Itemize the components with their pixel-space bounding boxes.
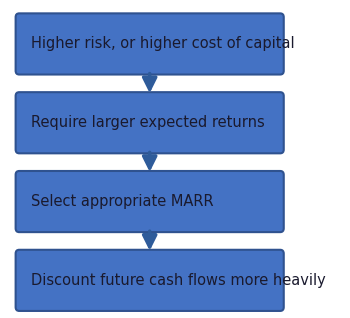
FancyBboxPatch shape xyxy=(16,13,284,74)
Text: Select appropriate MARR: Select appropriate MARR xyxy=(31,194,214,209)
FancyBboxPatch shape xyxy=(16,171,284,232)
Text: Discount future cash flows more heavily: Discount future cash flows more heavily xyxy=(31,273,326,288)
Text: Higher risk, or higher cost of capital: Higher risk, or higher cost of capital xyxy=(31,37,295,52)
FancyBboxPatch shape xyxy=(16,92,284,153)
FancyBboxPatch shape xyxy=(16,250,284,311)
Text: Require larger expected returns: Require larger expected returns xyxy=(31,115,265,130)
